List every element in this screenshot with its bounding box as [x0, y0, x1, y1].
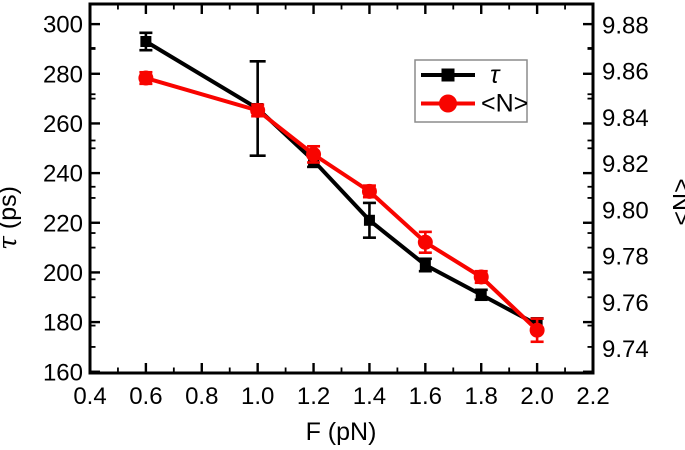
left-tick-label: 200	[43, 260, 83, 287]
left-tick-label: 240	[43, 161, 83, 188]
right-tick-label: 9.84	[602, 105, 649, 132]
right-tick-label: 9.80	[602, 197, 649, 224]
square-marker	[419, 259, 431, 271]
circle-marker	[361, 183, 377, 199]
left-axis-title: τ (ps)	[0, 186, 22, 250]
left-tick-label: 180	[43, 310, 83, 337]
legend-item-label: <N>	[481, 90, 528, 118]
left-tick-label: 260	[43, 111, 83, 138]
x-tick-label: 0.4	[73, 383, 106, 410]
left-tick-label: 280	[43, 61, 83, 88]
left-tick-label: 300	[43, 12, 83, 39]
square-marker	[475, 289, 487, 301]
right-tick-label: 9.78	[602, 244, 649, 271]
circle-marker	[250, 102, 266, 118]
legend-box	[414, 59, 528, 123]
square-marker	[140, 35, 152, 47]
right-tick-label: 9.86	[602, 59, 649, 86]
ticks	[88, 4, 595, 373]
x-tick-label: 2.2	[576, 383, 609, 410]
square-marker	[363, 214, 375, 226]
circle-marker	[417, 234, 433, 250]
right-axis-title: <N>	[667, 178, 685, 225]
x-tick-label: 1.6	[409, 383, 442, 410]
left-tick-label: 160	[43, 359, 83, 386]
legend-item-label: τ	[490, 61, 501, 89]
circle-marker	[473, 269, 489, 285]
circle-marker	[529, 322, 545, 338]
x-tick-label: 1.4	[353, 383, 386, 410]
circle-marker	[306, 146, 322, 162]
series-N	[138, 70, 545, 344]
left-tick-label: 220	[43, 210, 83, 237]
legend-square-marker	[441, 68, 455, 82]
legend: τ<N>	[414, 59, 528, 123]
x-tick-label: 0.8	[185, 383, 218, 410]
x-tick-label: 1.0	[241, 383, 274, 410]
x-tick-label: 0.6	[129, 383, 162, 410]
right-tick-label: 9.74	[602, 336, 649, 363]
legend-item: τ	[421, 61, 501, 89]
x-tick-label: 2.0	[520, 383, 553, 410]
legend-item: <N>	[421, 90, 528, 118]
legend-circle-marker	[439, 94, 457, 113]
circle-marker	[138, 70, 154, 86]
right-tick-label: 9.76	[602, 290, 649, 317]
x-axis-title: F (pN)	[306, 418, 377, 446]
x-tick-label: 1.8	[465, 383, 498, 410]
x-tick-label: 1.2	[297, 383, 330, 410]
right-tick-label: 9.88	[602, 12, 649, 39]
right-tick-label: 9.82	[602, 151, 649, 178]
